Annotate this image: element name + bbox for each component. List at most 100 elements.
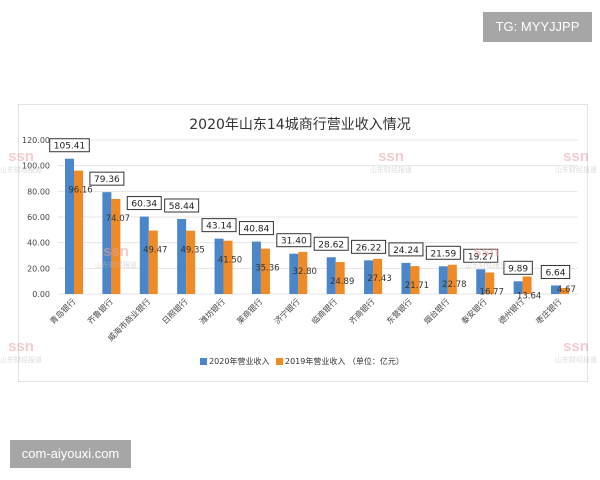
data-label-2020: 19.27 — [468, 252, 494, 262]
watermark-logo: ssn 山东财经报道 — [555, 148, 597, 174]
x-tick-label: 齐商银行 — [347, 296, 377, 326]
bar-2019 — [410, 266, 420, 294]
legend-label-2019: 2019年营业收入 — [285, 357, 346, 366]
bar-2020 — [401, 262, 411, 294]
chart-title: 2020年山东14城商行营业收入情况 — [189, 117, 411, 133]
x-tick-label: 济宁银行 — [272, 296, 302, 326]
data-label-2020: 24.24 — [393, 246, 419, 256]
bar-2020 — [438, 266, 448, 294]
x-tick-label: 泰安银行 — [459, 296, 489, 326]
overlay-tag: TG: MYYJJPP — [483, 12, 592, 42]
data-label-box-2020 — [126, 196, 162, 211]
data-label-2020: 58.44 — [169, 202, 195, 212]
data-label-2019: 13.64 — [517, 291, 541, 301]
data-label-2019: 41.50 — [218, 256, 242, 266]
data-label-2019: 4.67 — [557, 285, 576, 295]
y-tick-label: 120.00 — [22, 136, 50, 145]
bar-2020 — [289, 253, 299, 294]
data-label-box-2020 — [201, 218, 237, 233]
data-label-2020: 26.22 — [356, 243, 382, 253]
y-tick-label: 20.00 — [27, 264, 50, 273]
x-tick-label: 莱商银行 — [235, 296, 265, 326]
bar-2020 — [326, 257, 336, 294]
watermark-logo: ssn 山东财经报道 — [0, 338, 42, 364]
x-tick-label: 齐鲁银行 — [85, 296, 115, 326]
data-label-2020: 6.64 — [545, 268, 565, 278]
data-label-2019: 21.71 — [405, 281, 429, 291]
bar-2019 — [373, 258, 383, 294]
data-label-2019: 96.16 — [68, 186, 92, 196]
data-label-2019: 49.47 — [143, 246, 167, 256]
bar-2019 — [522, 276, 532, 294]
x-tick-label: 东营银行 — [384, 296, 414, 326]
legend: 2020年营业收入 2019年营业收入 （单位：亿元） — [0, 356, 600, 367]
y-tick-label: 0.00 — [32, 290, 50, 299]
data-label-2019: 24.89 — [330, 277, 354, 287]
bar-2020 — [65, 158, 74, 294]
data-label-box-2020 — [351, 239, 387, 254]
bar-2020 — [214, 238, 224, 294]
data-label-2020: 79.36 — [94, 175, 120, 185]
bar-2019 — [74, 170, 83, 294]
bar-2020 — [139, 216, 149, 294]
legend-label-2020: 2020年营业收入 — [209, 357, 270, 366]
bar-2019 — [111, 198, 121, 294]
bar-2020 — [551, 285, 560, 294]
data-label-box-2020 — [425, 245, 461, 260]
x-tick-label: 潍坊银行 — [197, 296, 227, 326]
legend-swatch-2020 — [200, 358, 208, 365]
data-label-2019: 32.80 — [293, 267, 317, 277]
data-label-2019: 16.77 — [480, 287, 504, 297]
data-label-2019: 27.43 — [367, 274, 391, 284]
data-label-2019: 35.36 — [255, 264, 279, 274]
watermark-logo: ssn 山东财经报道 — [0, 148, 42, 174]
y-tick-label: 80.00 — [27, 187, 50, 196]
data-label-box-2020 — [164, 198, 200, 213]
y-tick-label: 100.00 — [22, 162, 50, 171]
bar-2019 — [485, 272, 495, 294]
bar-2019 — [223, 240, 233, 294]
data-label-2020: 21.59 — [430, 249, 456, 259]
bar-2019 — [335, 262, 345, 294]
data-label-2019: 74.07 — [106, 214, 130, 224]
bar-2020 — [251, 241, 261, 294]
legend-swatch-2019 — [276, 358, 283, 365]
data-label-box-2020 — [238, 221, 274, 236]
bar-2019 — [447, 264, 457, 294]
data-label-2020: 31.40 — [281, 237, 307, 247]
data-label-box-2020 — [313, 236, 349, 251]
y-tick-label: 60.00 — [27, 213, 50, 222]
data-label-2019: 49.35 — [180, 246, 204, 256]
watermark-logo: ssn 山东财经报道 — [95, 243, 137, 269]
bar-2019 — [260, 248, 270, 294]
data-label-box-2020 — [49, 138, 90, 153]
watermark-logo: ssn 山东财经报道 — [555, 338, 597, 364]
data-label-2019: 22.78 — [442, 280, 466, 290]
data-label-2020: 40.84 — [244, 225, 270, 235]
y-tick-label: 40.00 — [27, 239, 50, 248]
bar-2019 — [186, 230, 196, 294]
data-label-2020: 9.89 — [508, 264, 528, 274]
bar-2020 — [102, 192, 112, 294]
data-label-2020: 43.14 — [206, 222, 232, 232]
unit-note: （单位：亿元） — [347, 357, 404, 366]
x-tick-label: 日照银行 — [160, 296, 190, 326]
site-tag: com-aiyouxi.com — [10, 440, 131, 468]
watermark-logo: ssn 山东财经报道 — [465, 243, 507, 269]
data-label-box-2020 — [276, 233, 312, 248]
x-tick-label: 青岛银行 — [48, 296, 78, 326]
watermark-logo: ssn 山东财经报道 — [370, 148, 412, 174]
bar-2020 — [364, 260, 374, 294]
bar-2019 — [298, 251, 308, 294]
bar-2020 — [177, 219, 187, 294]
bar-2020 — [476, 269, 486, 294]
bar-2020 — [513, 281, 523, 294]
data-label-box-2020 — [463, 248, 499, 263]
bar-2019 — [148, 230, 158, 294]
x-tick-label: 临商银行 — [309, 296, 339, 326]
x-tick-label: 烟台银行 — [422, 296, 452, 326]
bar-2019 — [560, 288, 569, 294]
data-label-box-2020 — [388, 242, 424, 257]
data-label-box-2020 — [503, 260, 533, 275]
